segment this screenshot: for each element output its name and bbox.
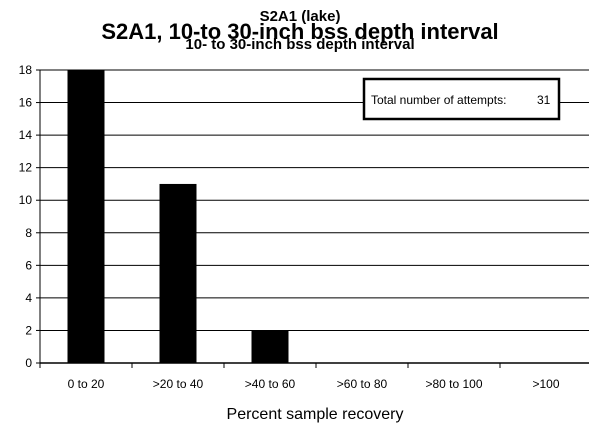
y-tick-label: 4 [25,291,32,305]
chart-subtitle-line2: 10- to 30-inch bss depth interval [185,36,414,53]
x-tick-label: >40 to 60 [245,377,296,391]
bar [159,183,197,363]
x-tick-label: >20 to 40 [153,377,204,391]
y-tick-label: 12 [19,161,33,175]
bars [67,70,289,363]
bar [67,70,105,363]
attempts-box: Total number of attempts: 31 [362,77,561,121]
gridlines [40,69,589,331]
attempts-box-label: Total number of attempts: [371,93,506,107]
y-tick-label: 18 [19,63,33,77]
x-tick-label: 0 to 20 [68,377,105,391]
y-tick-labels: 0 2 4 6 8 10 12 14 16 18 [19,63,33,370]
chart-subtitle-line1: S2A1 (lake) [260,8,341,25]
y-tick-label: 14 [19,128,33,142]
x-tick-label: >60 to 80 [337,377,388,391]
axes [36,69,589,368]
y-tick-label: 6 [25,258,32,272]
bar [251,330,289,363]
x-tick-labels: 0 to 20 >20 to 40 >40 to 60 >60 to 80 >80 to… [68,377,560,391]
y-tick-label: 0 [25,356,32,370]
chart-title: S2A1, 10-to 30-inch bss depth interval [101,19,498,44]
x-tick-label: >100 [532,377,559,391]
attempts-box-frame [362,77,561,121]
y-tick-label: 10 [19,193,33,207]
y-tick-label: 16 [19,96,33,110]
y-tick-label: 8 [25,226,32,240]
y-tick-label: 2 [25,323,32,337]
x-axis-label: Percent sample recovery [227,406,404,423]
x-tick-label: >80 to 100 [425,377,482,391]
attempts-box-value: 31 [537,93,551,107]
